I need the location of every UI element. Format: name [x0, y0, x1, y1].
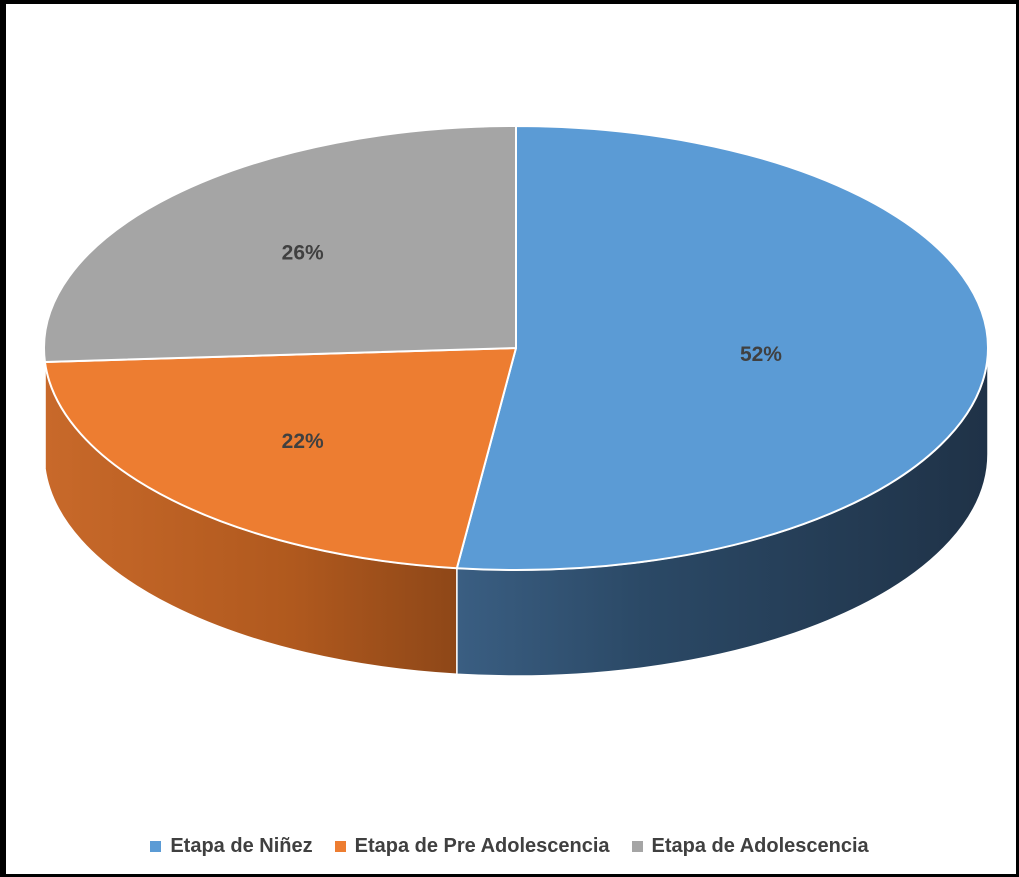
- legend-swatch-ninez: [150, 840, 162, 852]
- legend-item-pre-adolescencia: Etapa de Pre Adolescencia: [334, 834, 610, 858]
- slice-ninez-label: 52%: [740, 343, 782, 366]
- legend-label-ninez: Etapa de Niñez: [170, 834, 313, 857]
- legend-label-pre-adolescencia: Etapa de Pre Adolescencia: [354, 834, 610, 857]
- slice-pre-adolescencia: [43, 347, 517, 570]
- legend-label-adolescencia: Etapa de Adolescencia: [651, 834, 869, 857]
- legend-item-adolescencia: Etapa de Adolescencia: [631, 834, 869, 858]
- legend-swatch-pre-adolescencia: [334, 840, 346, 852]
- legend-swatch-adolescencia: [631, 840, 643, 852]
- slice-adolescencia: [43, 125, 517, 363]
- pie-labels: 52% 22% 26%: [282, 241, 783, 452]
- legend-item-ninez: Etapa de Niñez: [150, 834, 313, 858]
- slice-adolescencia-label: 26%: [282, 241, 324, 264]
- pie-tops: [43, 125, 989, 571]
- slice-pre-adolescencia-label: 22%: [282, 430, 324, 453]
- legend: Etapa de Niñez Etapa de Pre Adolescencia…: [0, 828, 1019, 864]
- slice-ninez: [455, 125, 989, 571]
